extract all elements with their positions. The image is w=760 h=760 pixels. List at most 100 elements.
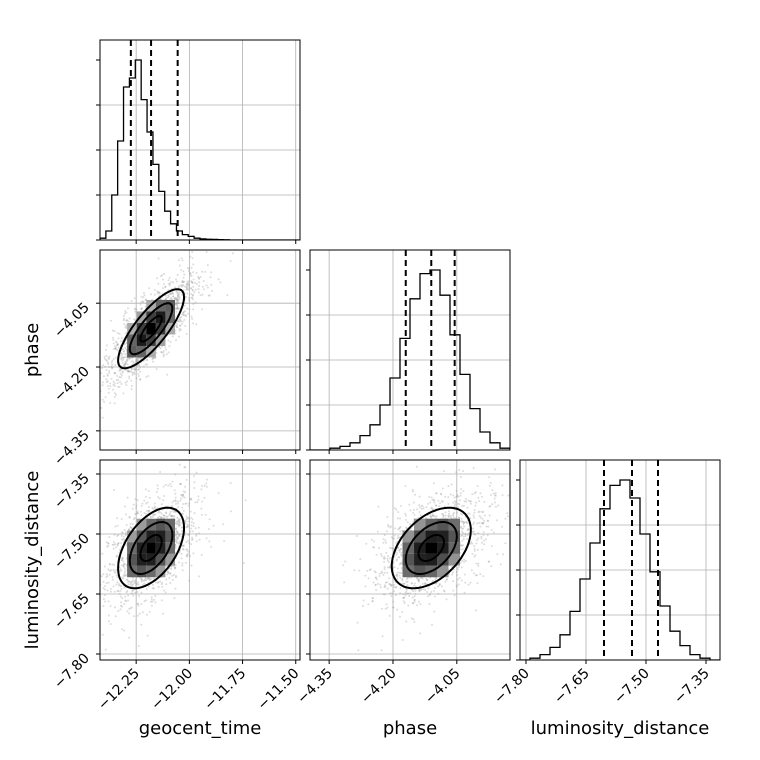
sample-point [382,557,385,560]
sample-point [195,534,198,537]
sample-point [461,520,464,523]
sample-point [116,544,119,547]
sample-point [362,599,365,602]
sample-point [433,515,436,518]
sample-point [461,539,464,542]
sample-point [413,513,416,516]
sample-point [91,570,93,572]
sample-point [452,501,455,504]
sample-point [171,578,174,581]
sample-point [107,542,110,545]
sample-point [170,565,173,568]
xtick-label: −11.75 [201,666,249,714]
sample-point [179,324,182,327]
sample-point [125,524,128,527]
sample-point [452,494,455,497]
sample-point [449,493,452,496]
sample-point [170,485,173,488]
sample-point [101,384,104,387]
density-cell [448,553,460,566]
sample-point [111,563,114,566]
sample-point [342,564,345,567]
sample-point [400,548,403,551]
sample-point [434,577,437,580]
sample-point [113,533,116,536]
sample-point [186,553,189,556]
density-cell [165,300,175,312]
sample-point [127,594,130,597]
sample-point [454,501,457,504]
sample-point [184,325,187,328]
sample-point [113,345,116,348]
sample-point [96,612,98,614]
sample-point [483,519,486,522]
sample-point [142,579,145,582]
sample-point [123,364,126,367]
sample-point [103,585,106,588]
sample-point [126,359,129,362]
sample-point [169,514,172,517]
sample-point [170,292,173,295]
sample-point [160,583,163,586]
sample-point [198,285,201,288]
sample-point [126,579,129,582]
sample-point [119,340,122,343]
sample-point [117,343,120,346]
sample-point [178,293,181,296]
sample-point [119,584,122,587]
sample-point [181,284,184,287]
sample-point [176,299,179,302]
sample-point [173,489,176,492]
sample-point [361,604,364,607]
sample-point [177,286,180,289]
sample-point [390,584,393,587]
sample-point [123,563,126,566]
sample-point [408,595,411,598]
sample-point [459,526,462,529]
sample-point [125,513,128,516]
panel-frame [99,459,301,661]
sample-point [460,525,463,528]
sample-point [92,345,94,347]
sample-point [109,319,112,322]
ytick-label: −4.20 [51,364,93,406]
sample-point [223,539,226,542]
sample-point [189,255,192,258]
sample-point [130,592,133,595]
sample-point [157,282,160,285]
sample-point [100,575,103,578]
sample-point [395,574,398,577]
sample-point [411,602,414,605]
sample-point [210,271,213,274]
sample-point [123,356,126,359]
density-cell [437,553,449,566]
sample-point [120,587,123,590]
sample-point [143,600,146,603]
sample-point [460,544,463,547]
sample-point [463,521,466,524]
sample-point [105,359,108,362]
sample-point [124,325,127,328]
sample-point [178,463,181,466]
xtick-label: −11.50 [255,666,303,714]
sample-point [114,393,117,396]
sample-point [204,270,207,273]
sample-point [127,369,130,372]
sample-point [167,295,170,298]
sample-point [430,496,433,499]
sample-point [179,483,182,486]
sample-point [124,346,127,349]
sample-point [412,590,415,593]
sample-point [134,369,137,372]
sample-point [124,361,127,364]
sample-point [101,398,104,401]
sample-point [418,590,421,593]
sample-point [151,600,154,603]
sample-point [111,578,114,581]
sample-point [462,470,465,473]
sample-point [482,534,485,537]
sample-point [392,537,395,540]
sample-point [164,298,167,301]
sample-point [113,396,116,399]
sample-point [175,574,178,577]
